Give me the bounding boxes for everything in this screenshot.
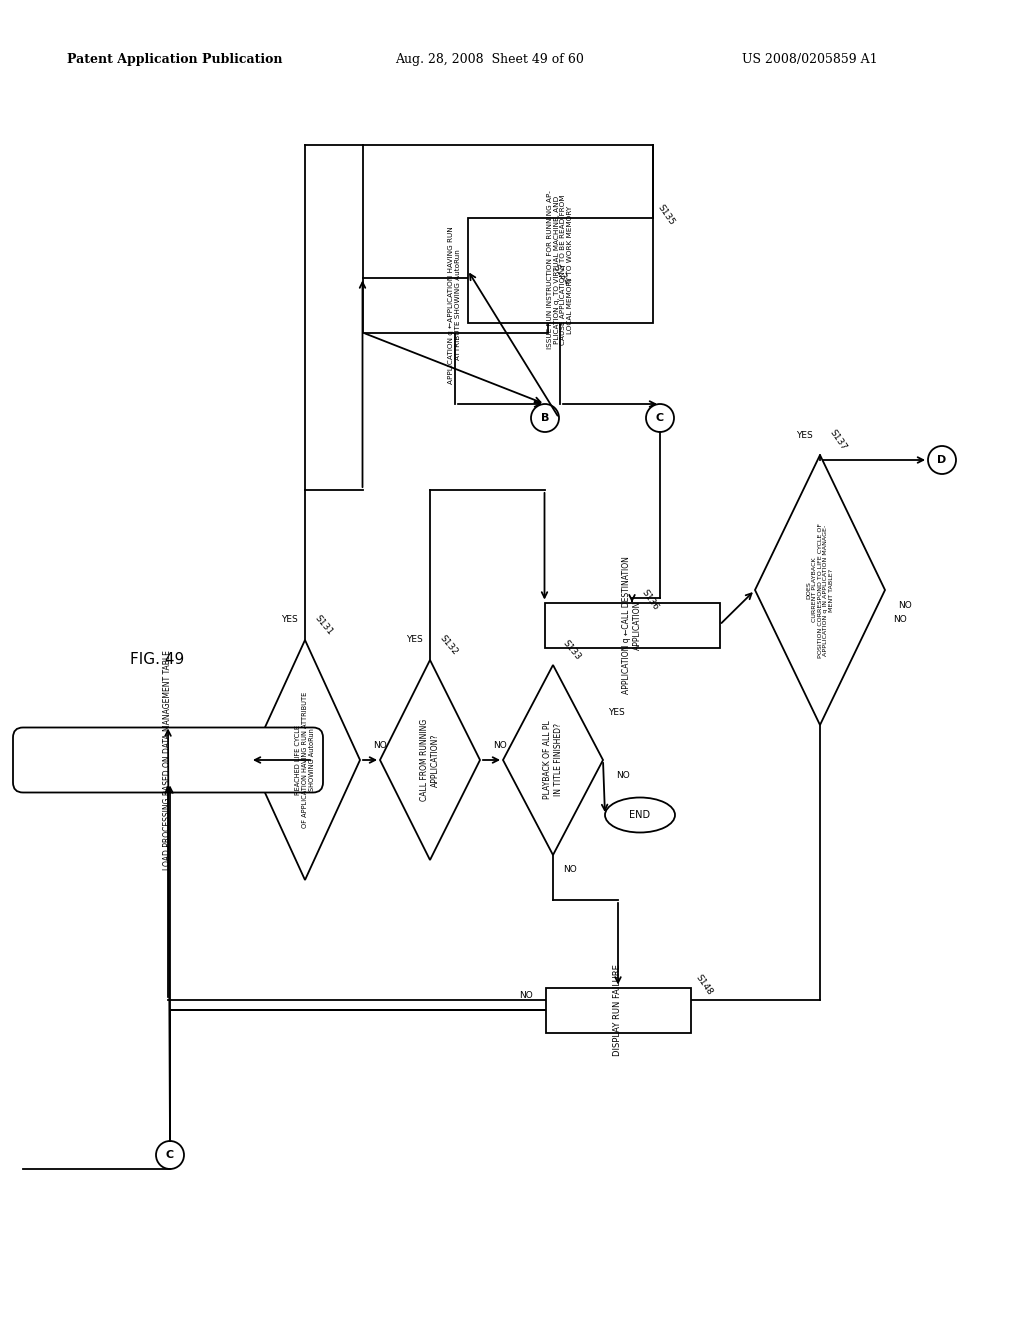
Text: END: END xyxy=(630,810,650,820)
Text: LOAD PROCESSING BASED ON DATA MANAGEMENT TABLE: LOAD PROCESSING BASED ON DATA MANAGEMENT… xyxy=(164,649,172,870)
Text: C: C xyxy=(166,1150,174,1160)
Text: YES: YES xyxy=(406,635,422,644)
Text: YES: YES xyxy=(608,708,625,717)
Text: Aug. 28, 2008  Sheet 49 of 60: Aug. 28, 2008 Sheet 49 of 60 xyxy=(395,54,585,66)
Text: S133: S133 xyxy=(561,639,583,661)
Text: NO: NO xyxy=(563,866,577,874)
Text: S132: S132 xyxy=(438,634,460,656)
Text: REACHED LIFE CYCLE
OF APPLICATION HAVING RUN ATTRIBUTE
SHOWING AutoRun: REACHED LIFE CYCLE OF APPLICATION HAVING… xyxy=(295,692,315,828)
Text: FIG. 49: FIG. 49 xyxy=(130,652,184,668)
Text: Patent Application Publication: Patent Application Publication xyxy=(68,54,283,66)
Text: S136: S136 xyxy=(640,587,660,611)
Bar xyxy=(468,218,652,322)
Text: YES: YES xyxy=(796,430,812,440)
Text: NO: NO xyxy=(893,615,907,624)
Bar xyxy=(545,602,720,648)
FancyBboxPatch shape xyxy=(13,727,323,792)
Text: APPLICATION q ←APPLICATION HAVING RUN
ATTRIBUTE SHOWING AutoRun: APPLICATION q ←APPLICATION HAVING RUN AT… xyxy=(449,226,462,384)
Text: PLAYBACK OF ALL PL
IN TITLE FINISHED?: PLAYBACK OF ALL PL IN TITLE FINISHED? xyxy=(544,721,563,800)
Text: APPLICATION q ←CALL DESTINATION
APPLICATION: APPLICATION q ←CALL DESTINATION APPLICAT… xyxy=(623,556,642,694)
Text: S131: S131 xyxy=(313,614,335,636)
Bar xyxy=(362,277,548,333)
Text: NO: NO xyxy=(518,990,532,999)
Text: S135: S135 xyxy=(655,202,676,227)
Bar xyxy=(546,987,690,1032)
Text: NO: NO xyxy=(494,741,507,750)
Text: C: C xyxy=(656,413,664,422)
Text: S148: S148 xyxy=(693,973,714,997)
Text: NO: NO xyxy=(616,771,630,780)
Text: NO: NO xyxy=(898,601,912,610)
Text: D: D xyxy=(937,455,946,465)
Text: CALL FROM RUNNING
APPLICATION?: CALL FROM RUNNING APPLICATION? xyxy=(420,719,439,801)
Text: ISSUE RUN INSTRUCTION FOR RUNNING AP-
PLICATION q, TO VIRTUAL MACHINE, AND
CAUSE: ISSUE RUN INSTRUCTION FOR RUNNING AP- PL… xyxy=(547,190,573,350)
Text: S134: S134 xyxy=(551,263,571,286)
Text: S137: S137 xyxy=(828,428,849,451)
Text: US 2008/0205859 A1: US 2008/0205859 A1 xyxy=(742,54,878,66)
Text: DOES
CURRENT PLAYBACK
POSITION CORRESPOND TO LIFE CYCLE OF
APPLICATION q IN APPL: DOES CURRENT PLAYBACK POSITION CORRESPON… xyxy=(806,523,835,657)
Text: DISPLAY RUN FAILURE: DISPLAY RUN FAILURE xyxy=(613,964,623,1056)
Text: YES: YES xyxy=(281,615,297,624)
Text: B: B xyxy=(541,413,549,422)
Text: NO: NO xyxy=(373,741,387,750)
